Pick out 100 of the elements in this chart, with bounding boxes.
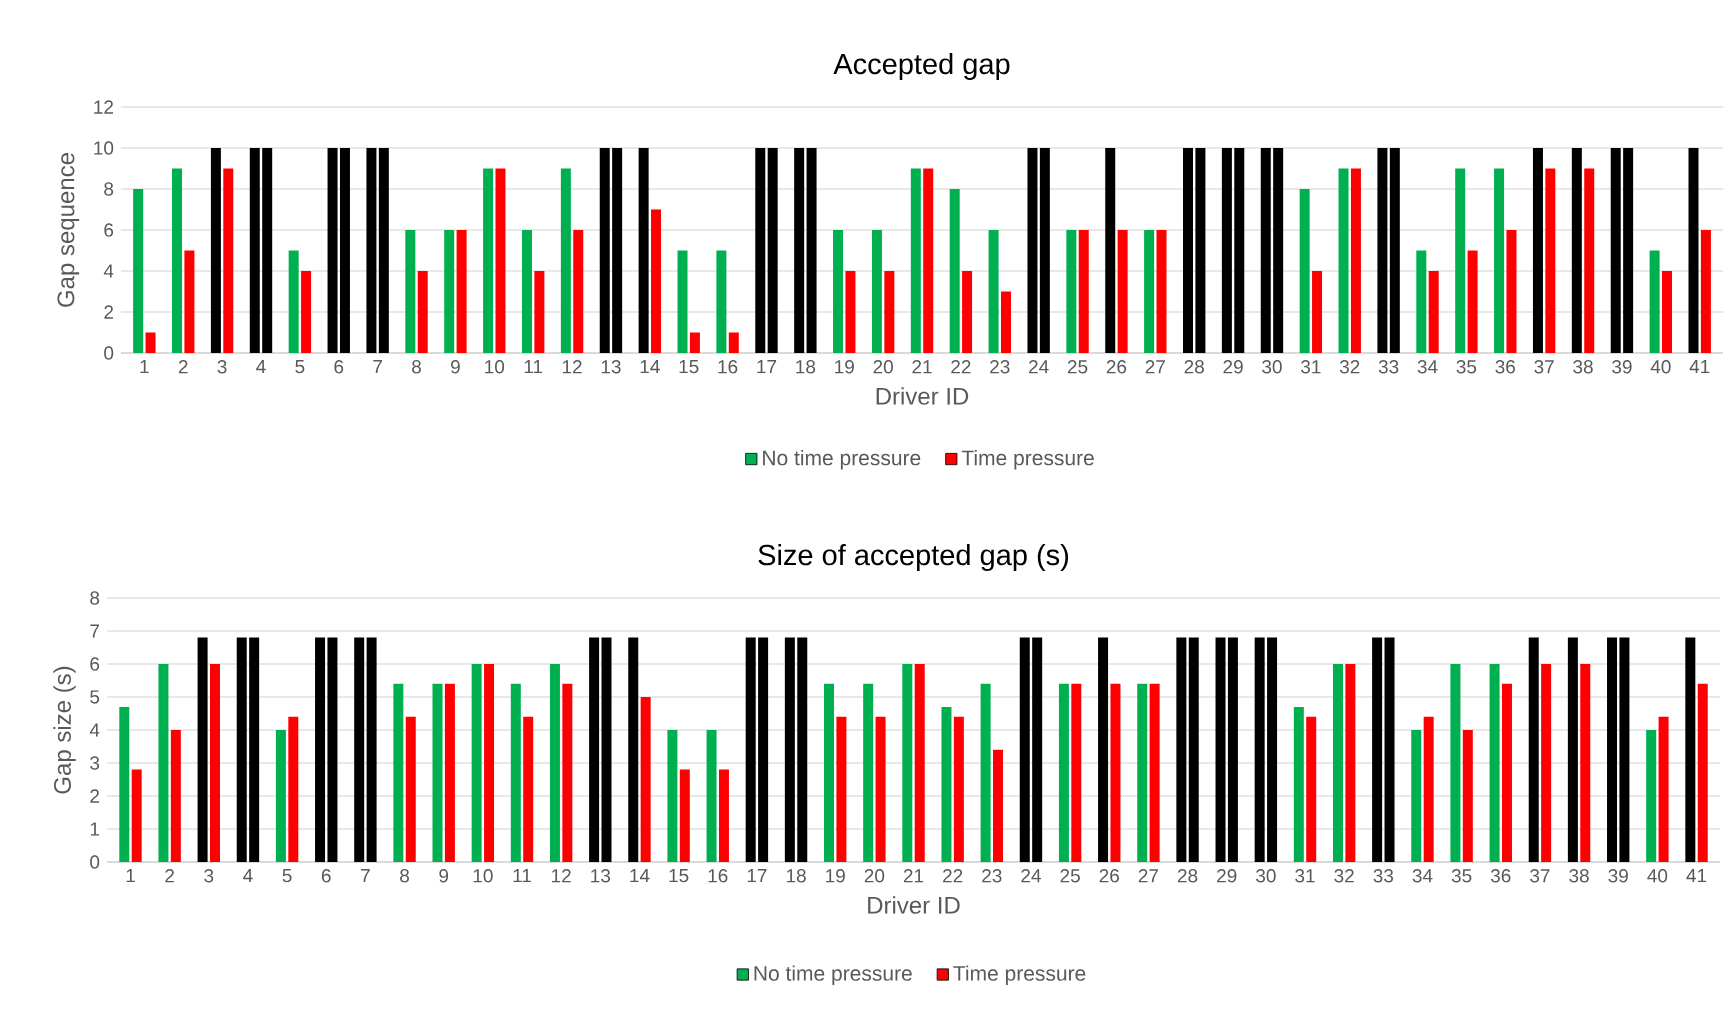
bar xyxy=(1450,664,1461,862)
bar xyxy=(119,706,130,862)
x-tick-label: 5 xyxy=(282,869,292,883)
bar xyxy=(288,716,299,862)
chart-title: Accepted gap xyxy=(833,52,1010,81)
bar xyxy=(1149,683,1160,862)
bar xyxy=(1312,270,1323,353)
bar xyxy=(510,683,521,862)
x-tick-label: 7 xyxy=(373,360,382,374)
bar xyxy=(718,769,729,862)
bar xyxy=(1584,168,1595,353)
bar xyxy=(275,730,286,862)
bar xyxy=(1610,147,1621,353)
y-axis-title: Gap size (s) xyxy=(53,666,76,794)
x-tick-label: 24 xyxy=(1029,360,1049,374)
bar xyxy=(1215,637,1226,862)
bar xyxy=(1338,168,1349,353)
x-tick-label: 17 xyxy=(757,360,777,374)
bar xyxy=(806,147,817,353)
bar xyxy=(484,664,495,862)
bar xyxy=(1607,637,1618,862)
x-tick-label: 5 xyxy=(295,360,305,374)
chart-title: Size of accepted gap (s) xyxy=(758,544,1069,572)
x-tick-label: 9 xyxy=(439,869,449,883)
x-tick-label: 8 xyxy=(400,869,410,883)
bar xyxy=(444,683,455,862)
bar xyxy=(1105,147,1116,353)
x-tick-label: 40 xyxy=(1647,869,1668,883)
y-tick-label: 0 xyxy=(90,855,100,869)
bar xyxy=(1098,637,1109,862)
x-tick-label: 28 xyxy=(1177,869,1198,883)
bar xyxy=(562,683,573,862)
bar xyxy=(521,229,532,353)
x-tick-label: 16 xyxy=(718,360,738,374)
bar xyxy=(875,716,886,862)
x-tick-label: 32 xyxy=(1339,360,1360,374)
bar xyxy=(1571,147,1582,353)
x-tick-label: 25 xyxy=(1060,869,1080,883)
bar xyxy=(1411,730,1422,862)
bar xyxy=(417,270,428,353)
x-tick-label: 18 xyxy=(796,360,816,374)
x-tick-label: 6 xyxy=(334,360,344,374)
bar xyxy=(1066,229,1077,353)
bar xyxy=(1658,716,1669,862)
x-tick-label: 38 xyxy=(1573,360,1593,374)
bar xyxy=(953,716,964,862)
bar xyxy=(444,229,455,353)
bar xyxy=(327,147,338,353)
bar xyxy=(432,683,443,862)
bar xyxy=(1019,637,1030,862)
x-tick-label: 2 xyxy=(165,869,174,883)
bar xyxy=(1293,706,1304,862)
y-tick-label: 0 xyxy=(104,346,114,360)
bar xyxy=(471,664,482,862)
bar xyxy=(1494,168,1505,353)
bar xyxy=(941,706,952,862)
bar xyxy=(1467,250,1478,353)
y-tick-label: 4 xyxy=(103,264,114,278)
x-tick-label: 10 xyxy=(473,869,493,883)
bar xyxy=(1662,270,1673,353)
x-tick-label: 4 xyxy=(256,360,266,374)
x-tick-label: 37 xyxy=(1530,869,1550,883)
bar xyxy=(1528,637,1539,862)
bar xyxy=(393,683,404,862)
x-tick-label: 3 xyxy=(217,360,227,374)
x-tick-label: 33 xyxy=(1378,360,1399,374)
bar xyxy=(1058,683,1069,862)
bar xyxy=(1183,147,1193,353)
x-tick-label: 18 xyxy=(786,869,806,883)
bar xyxy=(339,147,350,353)
bar xyxy=(1455,168,1466,353)
bar xyxy=(184,250,195,353)
bar xyxy=(1428,270,1439,353)
x-tick-label: 35 xyxy=(1456,360,1477,374)
x-tick-label: 40 xyxy=(1650,360,1671,374)
bar xyxy=(884,270,895,353)
x-tick-label: 6 xyxy=(321,869,331,883)
legend-label: Time pressure xyxy=(953,965,1086,985)
x-tick-label: 26 xyxy=(1106,360,1127,374)
x-tick-label: 22 xyxy=(951,360,971,374)
bar xyxy=(172,168,183,353)
bar xyxy=(523,716,534,862)
bar xyxy=(1685,637,1696,862)
x-tick-label: 11 xyxy=(513,869,531,883)
x-tick-label: 19 xyxy=(826,869,845,883)
bar xyxy=(405,716,416,862)
bar xyxy=(1541,664,1552,862)
x-tick-label: 10 xyxy=(485,360,505,374)
y-tick-label: 8 xyxy=(90,591,100,605)
bar xyxy=(1117,229,1128,353)
bar xyxy=(1345,664,1356,862)
bar xyxy=(962,270,973,353)
bar xyxy=(914,664,925,862)
bar xyxy=(871,229,882,353)
bar xyxy=(1389,147,1400,353)
x-tick-label: 23 xyxy=(990,360,1010,374)
bar xyxy=(1227,637,1238,862)
x-tick-label: 33 xyxy=(1373,869,1394,883)
bar xyxy=(1188,637,1199,862)
x-tick-label: 36 xyxy=(1490,869,1511,883)
